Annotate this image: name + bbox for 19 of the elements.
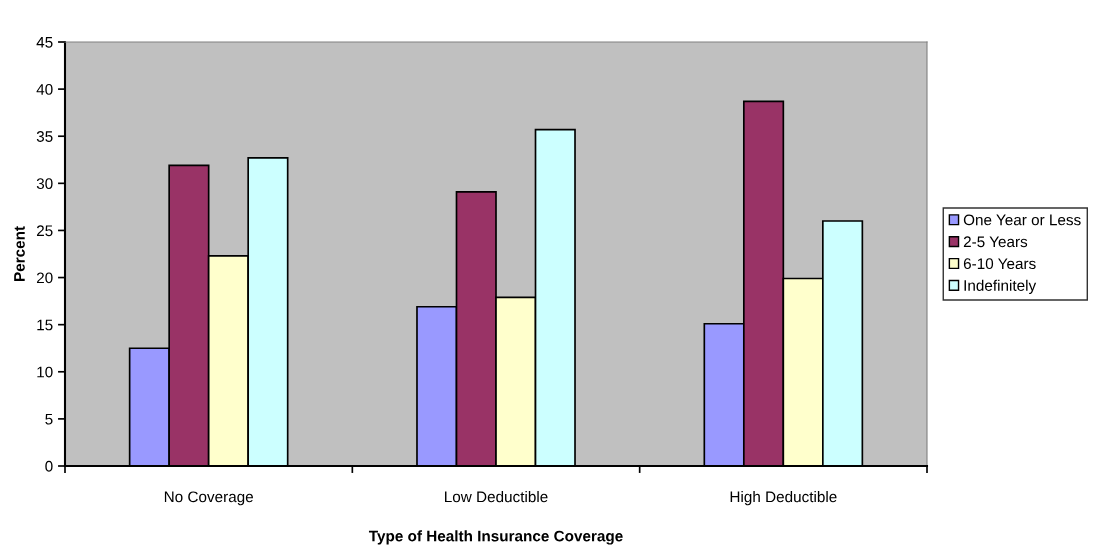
y-axis-title: Percent — [14, 226, 25, 281]
x-axis-title: Type of Health Insurance Coverage — [368, 530, 623, 545]
x-tick-label: Low Deductible — [445, 491, 548, 503]
y-tick-label: 35 — [36, 131, 53, 142]
y-tick-label: 0 — [45, 460, 53, 472]
legend-label: Indefinitely — [964, 279, 1037, 294]
x-tick-label: No Coverage — [164, 491, 253, 506]
y-tick-label: 5 — [45, 413, 53, 425]
legend-label: One Year or Less — [963, 214, 1081, 226]
y-tick-label: 15 — [37, 319, 53, 331]
y-tick-label: 25 — [36, 225, 53, 237]
y-tick-label: 45 — [36, 37, 53, 48]
legend-label: 6-10 Years — [963, 258, 1036, 270]
y-tick-label: 10 — [37, 366, 53, 378]
y-tick-label: 20 — [36, 272, 53, 284]
legend-label: 2-5 Years — [963, 236, 1028, 248]
y-tick-label: 30 — [36, 178, 53, 190]
y-tick-label: 40 — [36, 83, 53, 95]
x-tick-label: High Deductible — [730, 491, 837, 506]
